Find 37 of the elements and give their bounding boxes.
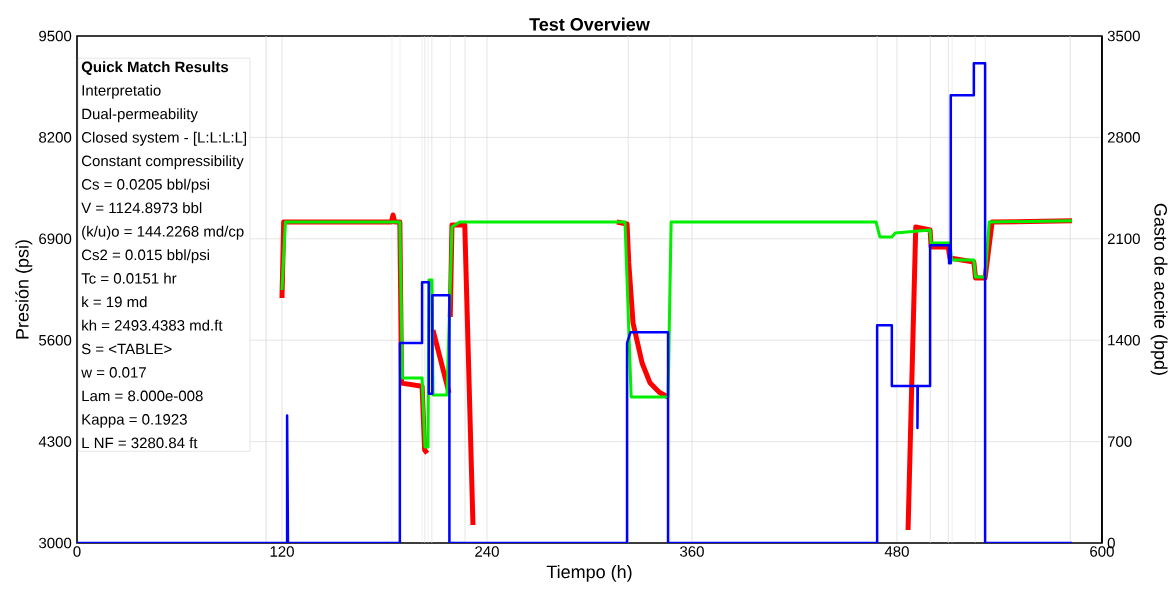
annotation: kh = 2493.4383 md.ft	[82, 319, 223, 331]
annotation: V = 1124.8973 bbl	[81, 202, 202, 214]
y-tick-label: 3000	[39, 537, 72, 549]
y2-axis-title: Gasto de aceite (bpd)	[1150, 203, 1168, 375]
y-tick-label: 9500	[39, 30, 72, 42]
y2-tick-label: 3500	[1107, 30, 1140, 42]
annotation: Lam = 8.000e-008	[82, 390, 203, 402]
y-tick-label: 4300	[38, 436, 72, 447]
x-tick-label: 120	[270, 546, 294, 557]
annotation: (k/u)o = 144.2268 md/cp	[82, 225, 244, 240]
annotation: k = 19 md	[82, 296, 147, 308]
annotation: Closed system - [L:L:L:L]	[81, 131, 247, 146]
annotation: Tc = 0.0151 hr	[81, 272, 177, 284]
x-axis-title: Tiempo (h)	[546, 565, 632, 582]
x-tick-label: 480	[884, 546, 909, 557]
x-tick-label: 240	[475, 546, 499, 557]
x-tick-label: 0	[73, 546, 81, 557]
y2-tick-label: 2800	[1107, 132, 1140, 143]
y-tick-label: 8200	[39, 132, 72, 143]
y2-tick-label: 700	[1107, 436, 1132, 447]
annotation: S = <TABLE>	[81, 343, 172, 355]
x-tick-label: 360	[680, 546, 704, 557]
annotation: w = 0.017	[81, 367, 146, 378]
annotation: Quick Match Results	[81, 61, 229, 76]
chart-title: Test Overview	[529, 17, 650, 31]
annotation: Constant compressibility	[81, 155, 244, 170]
annotation: Dual-permeability	[82, 108, 198, 123]
annotation: L NF = 3280.84 ft	[82, 437, 198, 449]
annotation: Cs2 = 0.015 bbl/psi	[81, 249, 209, 264]
annotation: Interpretatio	[82, 84, 161, 99]
annotation: Cs = 0.0205 bbl/psi	[81, 178, 209, 193]
y2-tick-label: 2100	[1107, 233, 1140, 245]
y2-tick-label: 1400	[1108, 334, 1140, 346]
y-tick-label: 5600	[39, 334, 72, 346]
annotation: Kappa = 0.1923	[82, 414, 187, 428]
y-tick-label: 6900	[39, 233, 72, 245]
y-axis-title: Presión (psi)	[15, 240, 33, 339]
